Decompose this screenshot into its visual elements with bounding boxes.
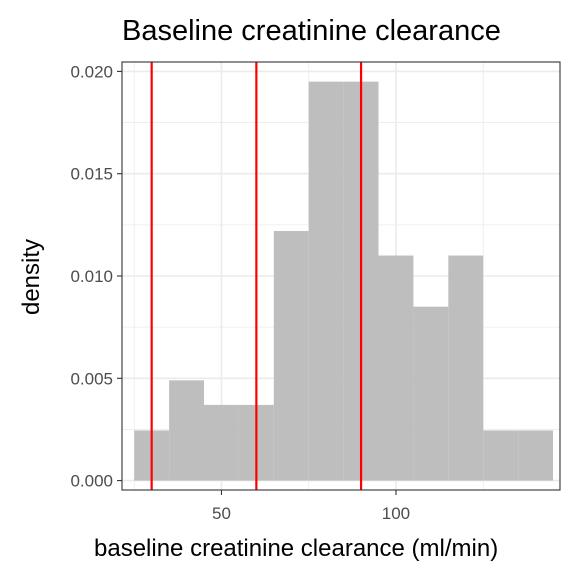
y-tick-label: 0.015 xyxy=(70,165,113,184)
histogram-bar xyxy=(448,255,484,481)
ticks-layer: 0.000 0.005 0.010 0.015 0.020 50 100 xyxy=(70,62,410,523)
reference-lines-layer xyxy=(150,62,363,490)
x-axis-title: baseline creatinine clearance (ml/min) xyxy=(94,535,498,562)
y-axis-title: density xyxy=(18,239,45,315)
y-tick-label: 0.005 xyxy=(70,369,113,388)
histogram-bar xyxy=(308,81,344,481)
histogram-bar xyxy=(169,380,205,481)
bars-layer xyxy=(134,81,554,481)
x-tick-label: 100 xyxy=(382,504,410,523)
histogram-bar xyxy=(273,230,309,481)
chart-title: Baseline creatinine clearance xyxy=(122,15,501,47)
histogram-bar xyxy=(518,430,554,481)
histogram-bar xyxy=(204,404,239,481)
histogram-bar xyxy=(483,430,519,481)
y-tick-label: 0.000 xyxy=(70,472,113,491)
x-tick-label: 50 xyxy=(212,504,231,523)
y-tick-label: 0.010 xyxy=(70,267,113,286)
y-tick-label: 0.020 xyxy=(70,62,113,81)
histogram-bar xyxy=(413,306,449,481)
histogram-bar xyxy=(378,255,414,481)
